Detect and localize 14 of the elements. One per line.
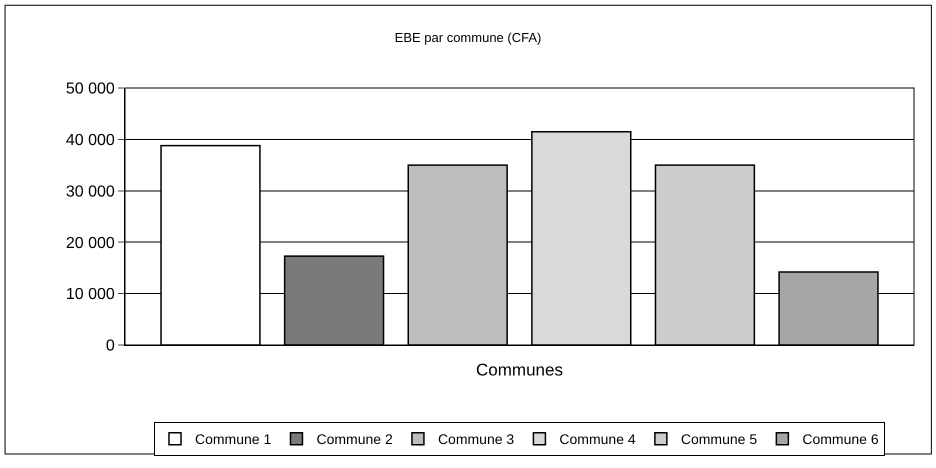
legend-label: Commune 4 [559,431,636,448]
y-tick-label: 40 000 [66,132,115,149]
legend-label: Commune 2 [316,431,393,448]
y-tick-label: 0 [106,338,115,355]
y-tick-label: 30 000 [66,183,115,200]
chart-title: EBE par commune (CFA) [394,30,542,45]
y-tick-label: 50 000 [66,80,115,98]
legend-label: Commune 6 [802,431,879,448]
legend-label: Commune 5 [680,431,758,448]
y-tick-label: 20 000 [66,234,115,252]
y-tick-label: 10 000 [66,286,115,304]
legend-label: Commune 3 [438,431,514,448]
x-axis-title: Communes [476,360,563,380]
legend-label: Commune 1 [195,431,272,448]
